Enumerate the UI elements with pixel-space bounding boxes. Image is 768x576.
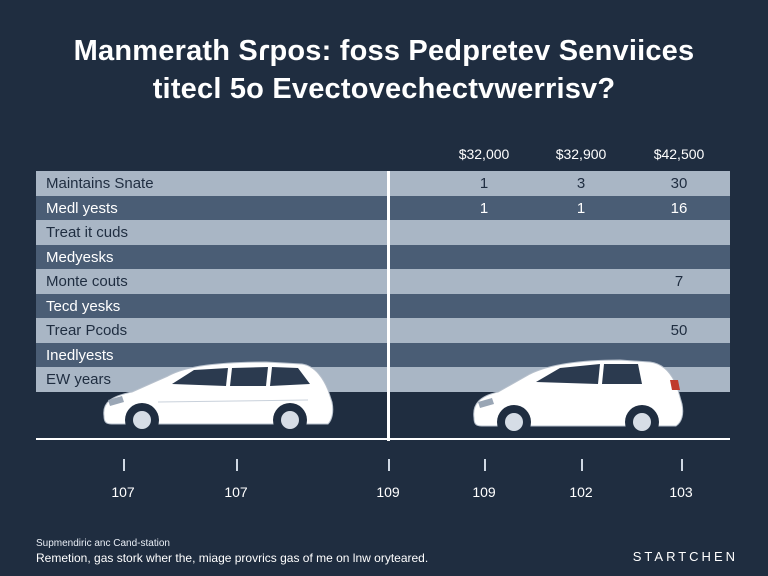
column-headers: $32,000 $32,900 $42,500 bbox=[0, 146, 768, 166]
chart-title-line-1: Manmerath Sɾpos: foss Pedpretev Senviice… bbox=[73, 35, 695, 67]
x-tick-label: 107 bbox=[111, 484, 135, 500]
chart-title: Manmerath Sɾpos: foss Pedpretev Senviice… bbox=[0, 32, 768, 108]
column-header-price-2: $32,900 bbox=[555, 146, 607, 162]
row-label: Tecd yesks bbox=[46, 297, 121, 315]
x-tick-mark bbox=[484, 459, 486, 471]
x-tick-label: 103 bbox=[669, 484, 693, 500]
left-car-illustration bbox=[103, 361, 334, 437]
row-value: 30 bbox=[670, 175, 688, 192]
row-value: 50 bbox=[670, 322, 688, 339]
x-tick-mark bbox=[681, 459, 683, 471]
table-row: Medl yests 1 1 16 bbox=[36, 195, 730, 220]
brand-logo-text: STARTCHEN bbox=[632, 549, 738, 564]
row-value: 1 bbox=[479, 199, 489, 217]
x-tick-label: 109 bbox=[472, 484, 496, 500]
column-header-price-3: $42,500 bbox=[653, 146, 705, 162]
x-tick-mark bbox=[236, 459, 238, 471]
footnote: Remetion, gas stork wher the, miage prov… bbox=[36, 551, 429, 565]
column-header-price-1: $32,000 bbox=[458, 146, 510, 162]
x-tick-mark bbox=[123, 459, 125, 471]
x-tick-mark bbox=[581, 459, 583, 471]
x-tick-label: 102 bbox=[569, 484, 593, 500]
row-label: Maintains Snate bbox=[46, 175, 154, 192]
row-value: 1 bbox=[479, 175, 489, 192]
x-tick-label: 107 bbox=[224, 484, 248, 500]
row-label: Medl yests bbox=[46, 199, 118, 217]
right-car-illustration bbox=[473, 359, 684, 439]
row-label: Trear Pcods bbox=[46, 322, 128, 339]
row-value: 1 bbox=[576, 199, 586, 217]
x-tick-mark bbox=[388, 459, 390, 471]
table-row: Monte couts 7 bbox=[36, 269, 730, 294]
source-label: Supmendiric anc Cand-station bbox=[36, 538, 170, 549]
row-value: 3 bbox=[576, 175, 586, 192]
chart-title-line-2: titecl 5o Evectovechectvwerrisv? bbox=[152, 73, 616, 105]
table-row: Trear Pcods 50 bbox=[36, 318, 730, 343]
x-axis-line bbox=[36, 438, 730, 440]
table-row: Tecd yesks bbox=[36, 293, 730, 318]
table-row: Treat it cuds bbox=[36, 220, 730, 245]
row-value: 7 bbox=[674, 273, 684, 290]
row-label: Treat it cuds bbox=[46, 224, 128, 241]
x-tick-label: 109 bbox=[376, 484, 400, 500]
row-label: Inedlyests bbox=[46, 346, 114, 364]
row-label: Monte couts bbox=[46, 273, 128, 290]
row-value: 16 bbox=[670, 199, 688, 217]
table-row: Medyesks bbox=[36, 244, 730, 269]
center-divider bbox=[387, 171, 390, 441]
row-label: Medyesks bbox=[46, 248, 114, 266]
row-label: EW years bbox=[46, 371, 112, 388]
table-row: Maintains Snate 1 3 30 bbox=[36, 171, 730, 196]
